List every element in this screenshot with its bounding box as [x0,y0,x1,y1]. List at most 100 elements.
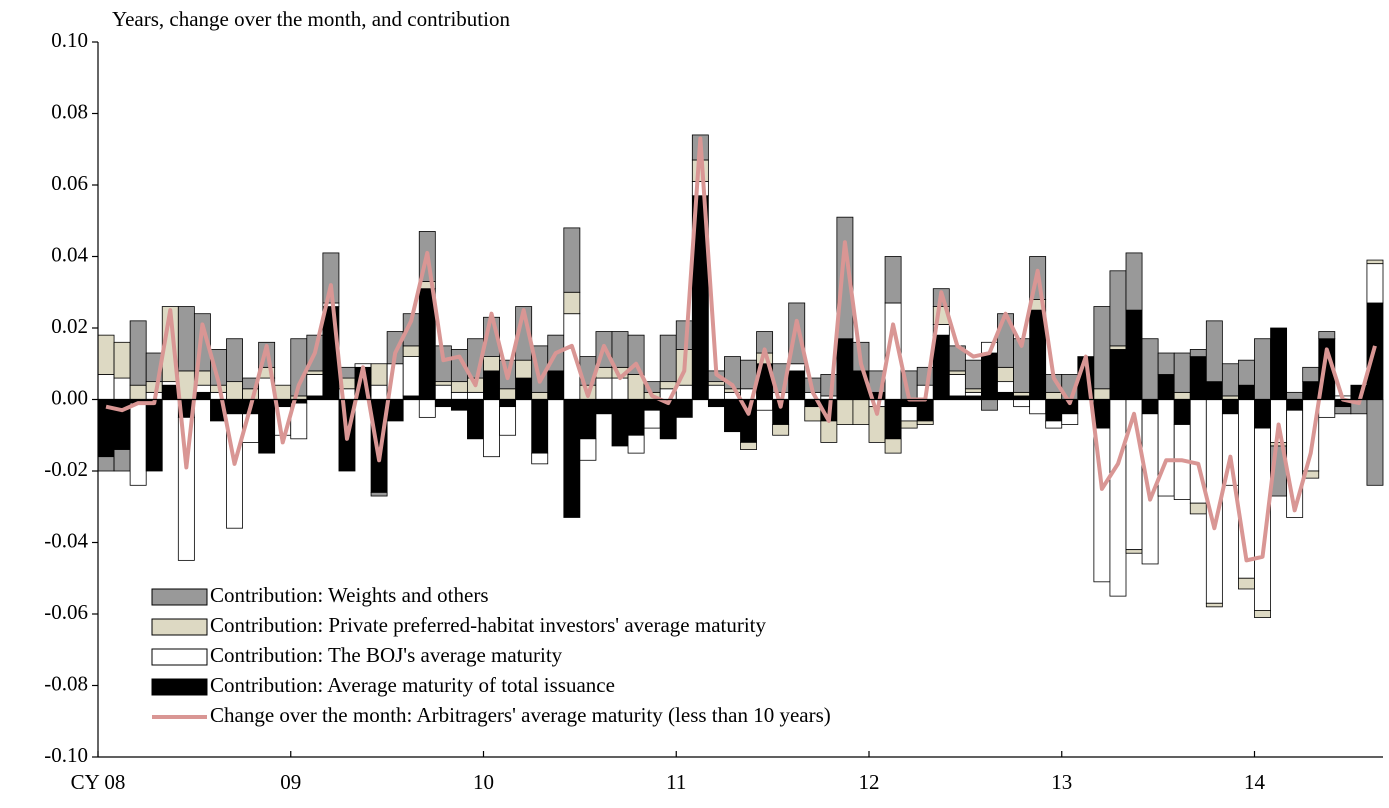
bar-segment [531,391,549,400]
bar-segment [450,391,468,400]
bar-segment [997,381,1014,393]
bar-segment [836,338,854,400]
bar-segment [948,370,966,375]
bar-segment [1093,399,1111,429]
bar-segment [370,363,388,386]
bar-segment [707,399,725,408]
bar-segment [531,452,549,465]
bar-segment [113,449,131,472]
bar-segment [1029,399,1047,415]
bar-segment [595,399,613,415]
bar-segment [531,399,549,454]
bar-segment [611,399,629,447]
chart-title: Years, change over the month, and contri… [112,7,510,31]
x-tick-label: CY 08 [71,770,126,794]
bar-segment [981,399,998,411]
bar-segment [1109,349,1127,400]
bar-segment [1189,356,1207,400]
bar-segment [483,399,500,458]
bar-segment [450,381,468,393]
legend-label: Contribution: The BOJ's average maturity [210,643,563,667]
bar-segment [483,356,500,372]
bar-segment [145,399,163,472]
bar-segment [788,363,806,372]
bar-segment [177,416,195,561]
bar-segment [1061,413,1079,425]
bar-segment [1141,338,1159,400]
bar-segment [418,399,436,418]
bar-segment [997,366,1014,383]
bar-segment [659,334,677,383]
bar-segment [981,352,998,400]
y-tick-label: -0.04 [44,528,88,552]
y-tick-label: 0.04 [51,242,88,266]
bar-segment [997,391,1014,400]
bar-segment [434,381,452,386]
bar-segment [1157,374,1175,400]
bar-segment [258,399,276,454]
bar-segment [707,384,725,400]
bar-segment [756,399,774,411]
bar-segment [659,399,677,440]
bar-segment [1366,263,1384,304]
bar-segment [1238,359,1255,386]
bar-segment [707,381,725,386]
legend-swatch [151,678,208,696]
bar-segment [1109,270,1127,347]
bar-segment [964,359,982,390]
y-tick-label: -0.10 [44,743,88,767]
bar-segment [932,334,950,400]
bar-segment [434,399,452,408]
bar-segment [1205,602,1223,608]
y-tick-label: 0.00 [51,385,88,409]
bar-segment [1109,345,1127,350]
bar-segment [226,399,243,415]
bar-segment [402,356,420,397]
bar-segment [820,420,838,443]
y-tick-label: -0.02 [44,457,88,481]
bar-segment [884,256,902,304]
bar-segment [467,391,484,400]
bar-segment [916,420,934,425]
bar-segment [611,377,629,400]
legend-label: Change over the month: Arbitragers' aver… [210,703,831,727]
y-tick-label: 0.06 [51,171,88,195]
bar-segment [1013,391,1031,397]
bar-segment [97,456,115,472]
bar-segment [643,409,661,429]
legend-swatch [151,588,208,606]
legend-label: Contribution: Weights and others [210,583,489,607]
bar-segment [177,306,195,372]
bar-segment [1366,399,1384,486]
bar-segment [1205,381,1223,400]
y-tick-label: 0.10 [51,28,88,52]
bar-segment [964,391,982,397]
bar-segment [916,399,934,422]
legend-label: Contribution: Average maturity of total … [210,673,615,697]
bar-segment [627,399,645,436]
bar-segment [370,492,388,497]
bar-segment [579,438,597,461]
bar-segment [1286,391,1304,400]
bar-segment [226,381,243,400]
bar-segment [499,388,517,400]
bar-segment [1045,391,1063,400]
bar-segment [418,288,436,400]
bar-segment [1238,577,1255,590]
bar-segment [1302,366,1320,383]
legend-swatch [151,648,208,666]
bar-segment [595,377,613,400]
bar-segment [467,399,484,440]
bar-segment [1270,327,1288,400]
bar-segment [499,406,517,436]
bar-segment [1173,399,1191,425]
x-tick-label: 09 [280,770,301,794]
bar-segment [627,334,645,375]
bar-segment [1221,363,1239,397]
bar-segment [129,402,147,486]
bar-segment [434,384,452,400]
bar-segment [1109,399,1127,597]
bar-segment [1318,399,1336,418]
bar-segment [161,384,179,400]
